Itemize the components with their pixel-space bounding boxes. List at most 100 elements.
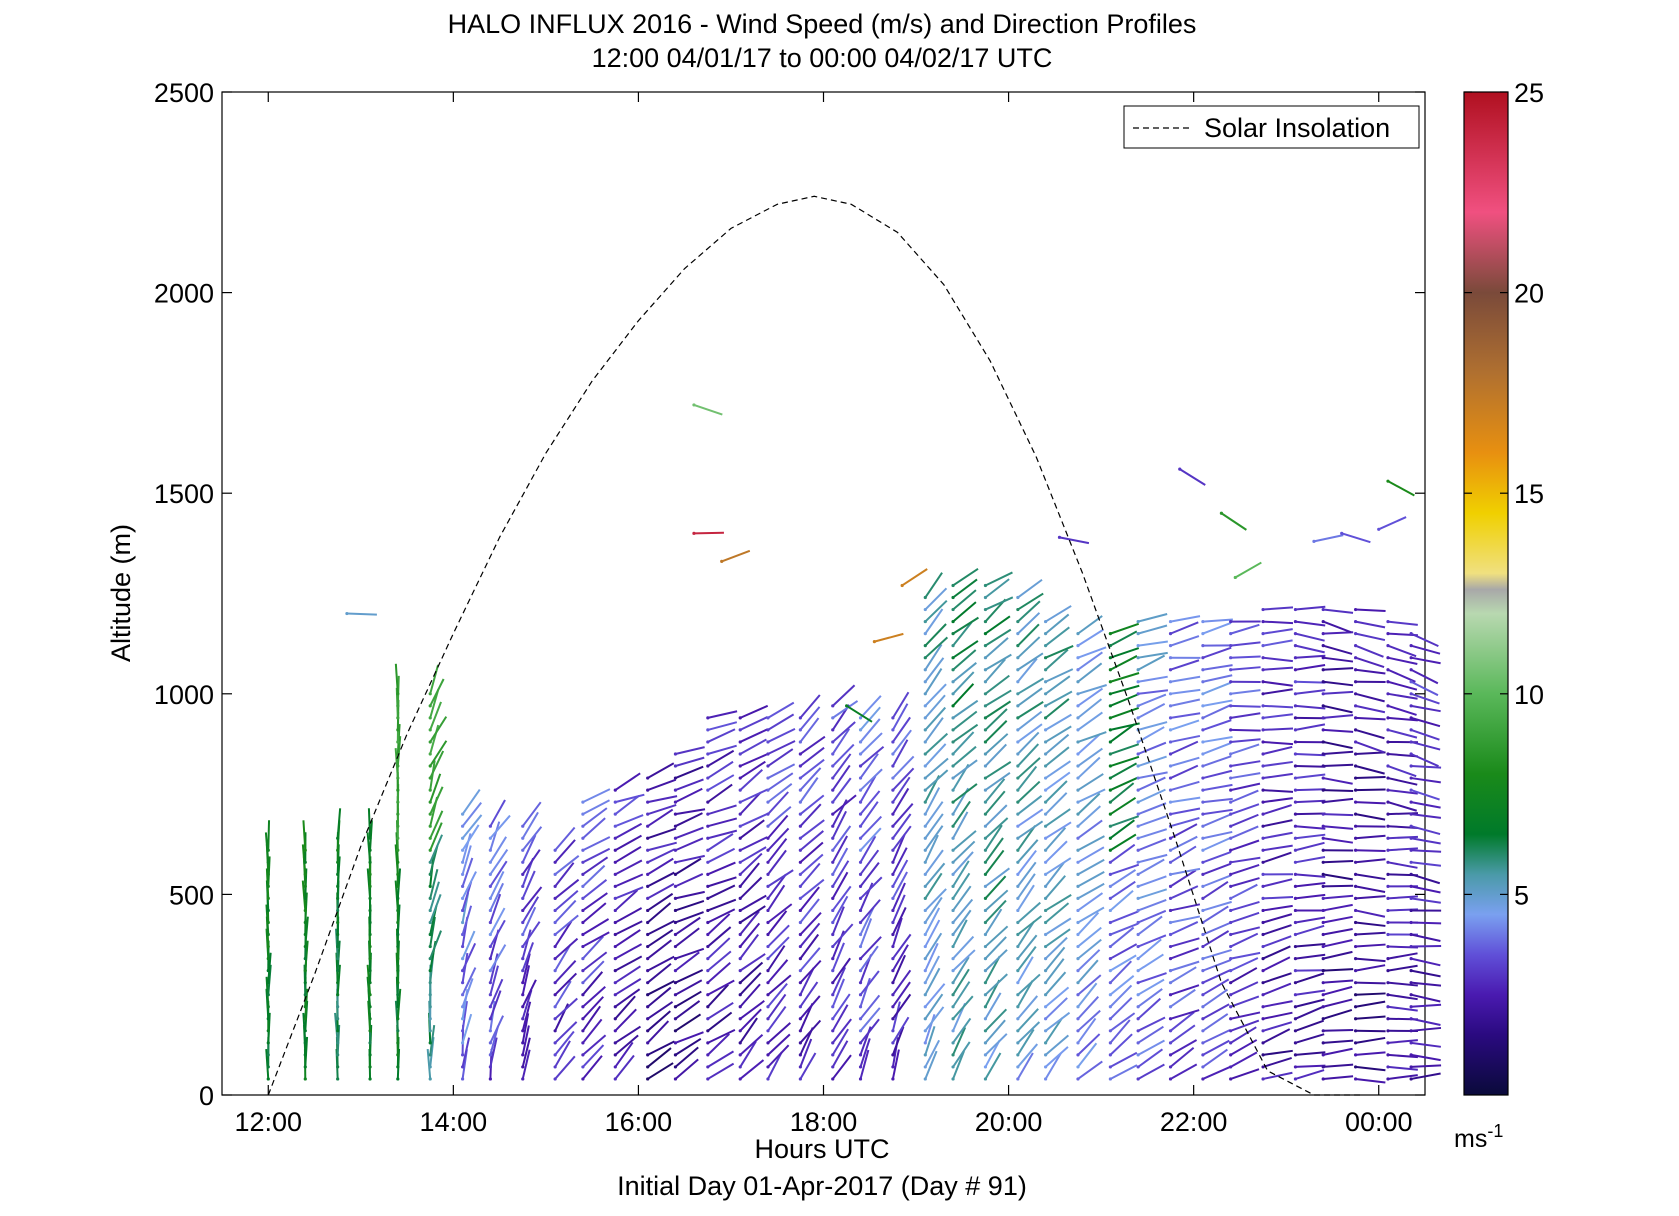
wind-barb-dot	[858, 1005, 863, 1009]
wind-barb	[675, 899, 705, 912]
wind-barb-dot	[951, 848, 955, 852]
wind-barb-dot	[706, 764, 710, 768]
wind-barb-dot	[1229, 764, 1233, 768]
wind-barb	[521, 942, 535, 971]
wind-barb-dot	[1108, 860, 1112, 864]
wind-barb-isolated-dot	[720, 559, 724, 564]
wind-barb	[892, 813, 912, 839]
wind-barb	[799, 933, 820, 960]
wind-barb	[767, 910, 788, 936]
wind-barb	[1016, 920, 1035, 948]
wind-barb	[799, 706, 821, 731]
wind-barb	[1170, 780, 1200, 792]
wind-barb-dot	[266, 1077, 270, 1081]
wind-barb-dot	[1261, 836, 1265, 840]
wind-barb	[302, 1012, 307, 1043]
y-tick-label: 1500	[154, 479, 214, 509]
wind-barb	[429, 834, 444, 863]
wind-barb-isolated-dot	[845, 704, 849, 708]
wind-barb	[707, 861, 736, 876]
wind-barb-dot	[1321, 824, 1325, 828]
wind-barb-dot	[368, 1005, 372, 1009]
wind-barb-dot	[1136, 969, 1140, 973]
wind-barb-dot	[1353, 619, 1358, 624]
wind-barb-dot	[983, 932, 988, 937]
wind-barb-dot	[673, 764, 678, 768]
wind-barb-dot	[1201, 1017, 1205, 1021]
wind-barb-dot	[1016, 944, 1020, 949]
wind-barb	[952, 589, 977, 611]
wind-barb	[1044, 648, 1069, 671]
wind-barb	[1202, 704, 1231, 719]
wind-barb	[1355, 608, 1386, 613]
wind-barb-dot	[461, 860, 465, 864]
wind-barb	[1137, 1016, 1166, 1032]
wind-barb-dot	[983, 944, 988, 949]
wind-barb	[554, 997, 578, 1020]
wind-barb	[1044, 875, 1066, 900]
wind-barb-dot	[858, 1077, 863, 1081]
wind-barb	[1109, 954, 1137, 972]
wind-barb-dot	[1293, 764, 1298, 768]
wind-barb-isolated-dot	[1219, 511, 1224, 515]
wind-barb-dot	[1293, 1041, 1298, 1045]
wind-barb	[521, 849, 541, 875]
wind-barb	[461, 824, 480, 851]
wind-barb-dot	[1409, 800, 1413, 804]
wind-barb	[739, 704, 769, 719]
wind-barb-dot	[738, 716, 742, 720]
wind-barb-dot	[891, 716, 895, 720]
wind-barb	[675, 812, 703, 828]
wind-barb-dot	[1136, 908, 1140, 913]
wind-barb-dot	[891, 956, 895, 961]
wind-barb	[767, 993, 787, 1020]
wind-barb	[614, 859, 643, 876]
wind-barb-dot	[831, 1041, 835, 1045]
wind-barb	[799, 830, 824, 852]
wind-barb-dot	[396, 896, 400, 901]
wind-barb-dot	[428, 944, 432, 949]
wind-barb	[1262, 878, 1293, 888]
wind-barb	[1016, 884, 1035, 911]
wind-barb	[1077, 731, 1107, 743]
wind-barb-dot	[738, 812, 742, 816]
wind-barb-dot	[951, 752, 955, 756]
wind-barb	[1077, 651, 1103, 671]
wind-barb	[1170, 885, 1199, 900]
wind-barb	[521, 801, 542, 827]
wind-barb-dot	[1108, 752, 1112, 756]
wind-barb-dot	[1386, 692, 1390, 696]
wind-barb	[892, 703, 909, 731]
wind-barb-dot	[1261, 776, 1265, 780]
wind-barb-dot	[831, 752, 835, 756]
wind-barb	[336, 808, 342, 839]
wind-barb-dot	[1261, 1065, 1265, 1069]
wind-barb	[614, 929, 641, 948]
wind-barb-dot	[1409, 644, 1413, 648]
wind-barb	[1077, 1060, 1103, 1080]
wind-barb	[831, 957, 851, 984]
wind-barb-dot	[368, 1041, 372, 1045]
wind-barb-dot	[1076, 644, 1080, 648]
wind-barb	[767, 1033, 791, 1056]
wind-barb-dot	[951, 680, 955, 684]
wind-barb	[1387, 1053, 1418, 1059]
wind-barb	[924, 657, 945, 683]
colorbar-unit: ms-1	[1454, 1121, 1503, 1153]
wind-barb-dot	[1076, 836, 1080, 840]
wind-barb-dot	[1353, 1029, 1358, 1033]
wind-barb-dot	[303, 1065, 307, 1069]
wind-barb	[521, 811, 539, 839]
wind-barb-dot	[1409, 1041, 1413, 1045]
wind-barb	[582, 892, 608, 912]
wind-barb	[1017, 794, 1043, 815]
wind-barb-dot	[983, 993, 988, 997]
wind-barb	[1137, 693, 1167, 707]
wind-barb	[1410, 897, 1441, 904]
wind-barb	[707, 1029, 736, 1044]
wind-barb-dot	[1108, 1029, 1112, 1033]
wind-barb	[1411, 861, 1442, 867]
wind-barb-dot	[1201, 788, 1205, 792]
wind-barb	[582, 996, 605, 1020]
wind-barb	[1410, 1017, 1441, 1026]
